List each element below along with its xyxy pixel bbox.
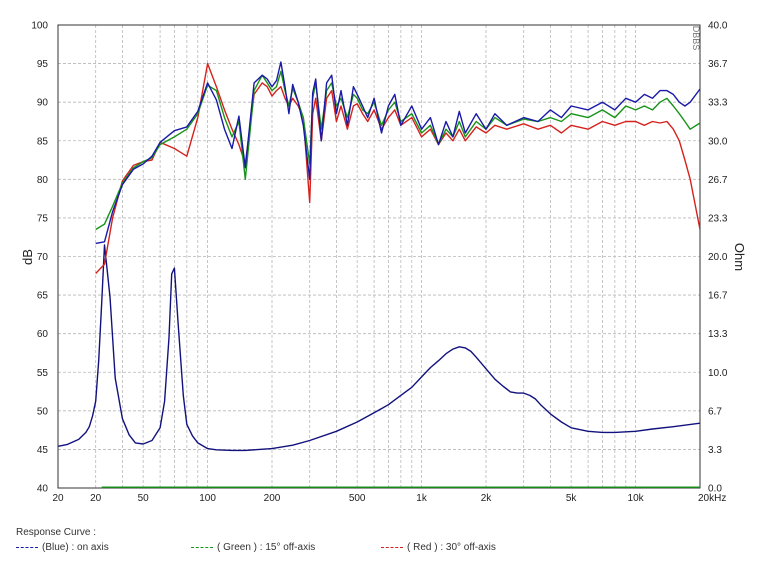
y-tick-label-left: 55: [37, 368, 49, 379]
right-axis-ticks: 40.0 36.7 33.3 30.0 26.7 23.3 20.0 16.7 13.3 10.0…: [708, 21, 728, 495]
x-tick-label: 5k: [566, 493, 578, 504]
x-tick-label: 200: [264, 493, 281, 504]
legend-label-red: ( Red ) : 30° off-axis: [407, 542, 496, 553]
left-axis-ticks: 100 95 90 85 80 75 70 65 60 55 50 45 40: [31, 21, 48, 495]
y-tick-label-right: 13.3: [708, 329, 728, 340]
series-impedance: [58, 244, 700, 452]
plot-frame: [57, 24, 701, 489]
legend-swatch-green: [191, 546, 213, 548]
y-tick-label-left: 95: [37, 59, 49, 70]
legend-item-green: ( Green ) : 15° off-axis: [191, 542, 315, 553]
y-tick-label-left: 45: [37, 445, 49, 456]
y-tick-label-left: 80: [37, 175, 49, 186]
watermark: DBBS: [691, 26, 701, 51]
x-tick-label: 50: [138, 493, 150, 504]
x-tick-label: 20: [52, 493, 64, 504]
y-tick-label-left: 65: [37, 291, 49, 302]
y-tick-label-right: 26.7: [708, 175, 728, 186]
y-tick-label-right: 20.0: [708, 252, 728, 263]
y-tick-label-left: 50: [37, 406, 49, 417]
series-layer: [58, 61, 700, 488]
x-tick-label: 10k: [628, 493, 645, 504]
y-tick-label-right: 36.7: [708, 59, 728, 70]
series-green-15-off-axis: [95, 70, 700, 231]
y-tick-label-left: 90: [37, 98, 49, 109]
y-axis-label-left: dB: [20, 249, 35, 265]
y-tick-label-right: 0.0: [708, 484, 722, 495]
y-tick-label-right: 16.7: [708, 291, 728, 302]
legend-swatch-red: [381, 546, 403, 548]
grid: [58, 24, 700, 489]
legend-item-blue: (Blue) : on axis: [16, 542, 109, 553]
y-axis-label-right: Ohm: [732, 243, 747, 271]
x-tick-label: 500: [349, 493, 366, 504]
x-tick-label: 20: [90, 493, 102, 504]
y-tick-label-left: 60: [37, 329, 49, 340]
y-tick-label-left: 40: [37, 484, 49, 495]
y-tick-label-left: 75: [37, 213, 49, 224]
legend-label-green: ( Green ) : 15° off-axis: [217, 542, 316, 553]
x-tick-label: 2k: [481, 493, 493, 504]
y-tick-label-right: 23.3: [708, 213, 728, 224]
series-blue-on-axis: [95, 61, 700, 245]
y-tick-label-right: 40.0: [708, 21, 728, 32]
y-tick-label-left: 85: [37, 136, 49, 147]
x-tick-label: 100: [199, 493, 216, 504]
series-red-30-off-axis: [95, 62, 700, 274]
y-tick-label-right: 6.7: [708, 406, 722, 417]
y-tick-label-right: 33.3: [708, 98, 728, 109]
y-tick-label-right: 10.0: [708, 368, 728, 379]
y-tick-label-right: 3.3: [708, 445, 722, 456]
legend-swatch-blue: [16, 546, 38, 548]
legend-item-red: ( Red ) : 30° off-axis: [381, 542, 496, 553]
legend-title: Response Curve :: [16, 527, 97, 538]
y-tick-label-left: 70: [37, 252, 49, 263]
x-axis-ticks: 20 20 50 100 200 500 1k 2k 5k 10k 20kHz: [52, 493, 726, 504]
x-tick-label: 20kHz: [698, 493, 726, 504]
y-tick-label-right: 30.0: [708, 136, 728, 147]
x-tick-label: 1k: [416, 493, 428, 504]
legend-label-blue: (Blue) : on axis: [42, 542, 109, 553]
y-tick-label-left: 100: [31, 21, 48, 32]
